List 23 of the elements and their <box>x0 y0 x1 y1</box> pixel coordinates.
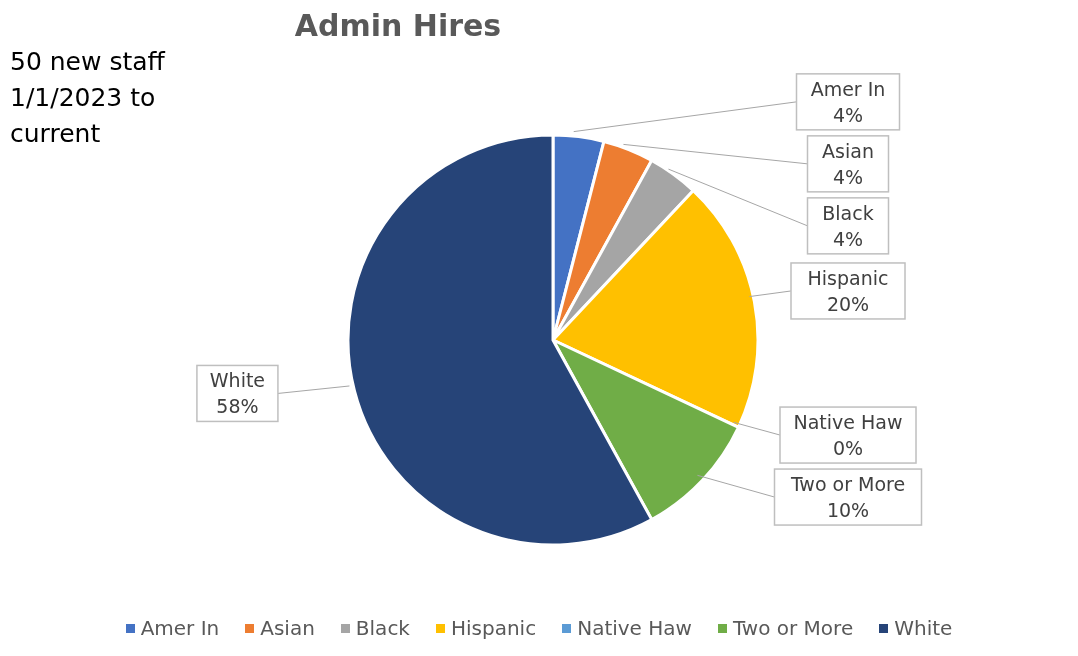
data-label: 10% <box>826 499 870 522</box>
category-label: Native Haw <box>577 616 692 640</box>
text: 50 new staff 1/1/2023 to current <box>10 46 167 150</box>
slice-label: Black <box>822 201 874 224</box>
legend-label: Native Haw <box>793 411 903 434</box>
legend-label: Asian <box>260 616 315 640</box>
legend-label: Amer In <box>140 616 220 640</box>
legend-label: Hispanic <box>450 616 537 640</box>
data-label: 4% <box>832 103 864 126</box>
legend-label: Black <box>355 616 410 640</box>
slice-label: Asian <box>822 139 874 162</box>
data-label: 4% <box>832 227 864 250</box>
chart-title: Admin Hires <box>293 8 503 43</box>
legend-label: Two or More <box>732 616 854 640</box>
slice-label: Amer In <box>810 77 886 100</box>
slice-label: Two or More <box>789 473 906 496</box>
slice-label: Hispanic <box>807 266 889 289</box>
data-label: 4% <box>832 165 864 188</box>
legend-label: White <box>894 616 953 640</box>
data-label: 58% <box>216 395 259 418</box>
text: 0% <box>832 437 864 460</box>
data-label: 20% <box>826 292 870 315</box>
slice-label: White <box>209 369 266 392</box>
